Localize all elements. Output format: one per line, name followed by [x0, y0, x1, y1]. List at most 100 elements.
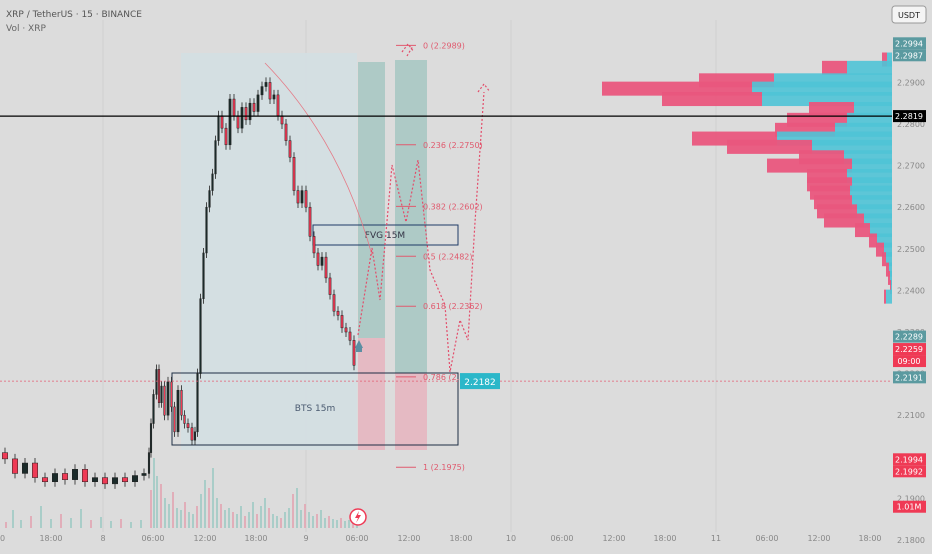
- time-tick: 18:00: [244, 534, 267, 543]
- fib-label: 0 (2.2989): [423, 41, 465, 50]
- symbol-title: XRP / TetherUS · 15 · BINANCE: [6, 10, 142, 20]
- candle: [196, 373, 199, 433]
- volume-bar: [284, 512, 286, 528]
- candle: [296, 190, 300, 204]
- candle: [240, 107, 244, 129]
- marker-base: [356, 348, 362, 352]
- volume-bar: [292, 494, 294, 528]
- price-badge: [893, 110, 926, 123]
- time-tick: 12:00: [397, 534, 420, 543]
- candle: [102, 477, 108, 485]
- candle: [340, 315, 344, 329]
- candle: [72, 469, 78, 480]
- measured-move-zone: [181, 53, 357, 450]
- profile-buy: [891, 280, 892, 295]
- volume-bar: [280, 518, 282, 528]
- candle: [193, 431, 197, 441]
- projection-arrow-1: [401, 43, 415, 53]
- time-tick: 00: [0, 534, 5, 543]
- fvg-label: FVG 15M: [365, 231, 405, 241]
- candle: [208, 190, 211, 208]
- candle: [132, 475, 138, 483]
- volume-bar: [208, 488, 210, 528]
- volume-bar: [340, 518, 342, 528]
- candle: [152, 394, 155, 424]
- volume-bar: [320, 510, 322, 528]
- volume-bar: [256, 514, 258, 528]
- price-badge: [893, 465, 926, 478]
- price-tick: 2.2700: [897, 162, 925, 171]
- candle: [62, 473, 68, 480]
- candle: [82, 469, 88, 483]
- volume-bar: [60, 514, 62, 528]
- fvg-box[interactable]: [312, 224, 459, 246]
- volume-bar: [164, 498, 166, 528]
- volume-bar: [296, 488, 298, 528]
- candle: [160, 385, 163, 403]
- candle: [92, 477, 98, 483]
- volume-bar: [140, 520, 142, 528]
- candle: [199, 298, 202, 374]
- profile-buy: [887, 52, 892, 67]
- profile-buy: [890, 270, 892, 285]
- candle: [22, 462, 28, 474]
- candle: [176, 389, 180, 433]
- volume-bar: [252, 502, 254, 528]
- time-tick: 12:00: [193, 534, 216, 543]
- price-badge-label: 2.2987: [895, 51, 923, 60]
- time-tick: 12:00: [602, 534, 625, 543]
- time-tick: 18:00: [39, 534, 62, 543]
- volume-bar: [264, 498, 266, 528]
- price-badge-label: 2.2819: [895, 112, 923, 121]
- price-tick: 2.2400: [897, 286, 925, 295]
- price-badge-label: 09:00: [897, 357, 920, 366]
- time-tick: 06:00: [550, 534, 573, 543]
- fib-label: 0.5 (2.2482): [423, 252, 473, 261]
- candle: [147, 452, 151, 474]
- candle: [183, 414, 186, 424]
- volume-bar: [336, 520, 338, 528]
- currency-button[interactable]: [891, 5, 927, 24]
- bts-box[interactable]: [171, 372, 459, 446]
- marker-arrow-icon: [355, 340, 363, 348]
- candle: [328, 277, 332, 295]
- long-stop-zone-2: [395, 373, 427, 450]
- profile-sell: [662, 92, 762, 107]
- volume-bar: [50, 519, 52, 528]
- time-tick: 06:00: [345, 534, 368, 543]
- volume-bar: [220, 504, 222, 528]
- profile-buy: [847, 60, 892, 75]
- volume-bar: [316, 514, 318, 528]
- volume-bar: [90, 520, 92, 528]
- volume-bar: [312, 516, 314, 528]
- price-badge-label: 2.1992: [895, 467, 923, 476]
- profile-sell: [886, 262, 889, 277]
- candle: [112, 477, 118, 485]
- profile-sell: [876, 242, 884, 257]
- candle: [173, 406, 176, 433]
- volume-bar: [184, 502, 186, 528]
- candle: [308, 206, 312, 237]
- price-badge-label: 1.01M: [897, 503, 922, 512]
- candle: [256, 94, 260, 112]
- long-stop-zone: [358, 338, 385, 450]
- time-tick: 9: [303, 534, 308, 543]
- volume-bar: [80, 509, 82, 528]
- volume-bar: [5, 522, 7, 528]
- price-tick: 2.1900: [897, 494, 925, 503]
- volume-bar: [120, 519, 122, 528]
- volume-bar: [248, 512, 250, 528]
- time-tick: 06:00: [755, 534, 778, 543]
- volume-bar: [268, 508, 270, 528]
- candle: [202, 252, 205, 299]
- volume-bar: [288, 508, 290, 528]
- volume-bar: [352, 522, 354, 528]
- profile-sell: [809, 102, 854, 117]
- fib-label: 0.786 (2.2192): [423, 373, 483, 382]
- profile-buy: [884, 242, 892, 257]
- profile-sell: [869, 233, 877, 248]
- price-badge: [893, 37, 926, 50]
- volume-bar: [70, 518, 72, 528]
